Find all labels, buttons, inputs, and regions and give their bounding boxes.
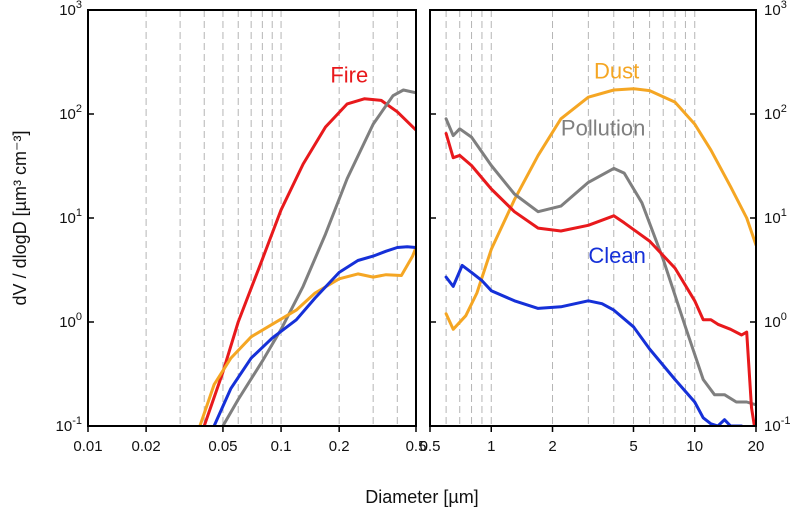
y-tick-label: 100 (59, 311, 82, 331)
y-tick-label: 103 (764, 0, 787, 19)
series-line-dust (444, 87, 756, 331)
left-labels: Fire (330, 63, 368, 88)
right-series (444, 87, 756, 426)
right-frame (429, 9, 757, 427)
x-tick-label: 0.02 (132, 438, 161, 455)
right-yticks: 10-1 100 101 102 103 (430, 0, 790, 435)
series-line-fire (202, 97, 416, 426)
y-tick-label: 100 (764, 311, 787, 331)
y-tick-label: 102 (764, 103, 787, 123)
series-label-fire: Fire (330, 63, 368, 88)
x-tick-label: 10 (686, 438, 703, 455)
series-line-pollution (444, 117, 756, 407)
left-grid (145, 10, 398, 426)
x-tick-label: 0.01 (73, 438, 102, 455)
y-tick-label: 101 (59, 207, 82, 227)
right-xticks: 0.5 1 2 5 10 20 (420, 426, 765, 455)
x-tick-label: 0.5 (420, 438, 441, 455)
y-tick-label: 101 (764, 207, 787, 227)
x-tick-label: 1 (487, 438, 495, 455)
y-tick-label: 103 (59, 0, 82, 19)
y-tick-label: 10-1 (764, 415, 790, 435)
left-xticks: 0.01 0.02 0.05 0.1 0.2 0.5 (73, 426, 426, 455)
x-tick-label: 20 (748, 438, 765, 455)
y-tick-label: 10-1 (56, 415, 82, 435)
series-line-clean (444, 263, 744, 426)
y-tick-label: 102 (59, 103, 82, 123)
x-tick-label: 0.05 (208, 438, 237, 455)
series-label-pollution: Pollution (561, 116, 645, 141)
x-tick-label: 0.5 (406, 438, 427, 455)
series-line-left-1 (221, 88, 416, 426)
series-line-left-3 (212, 245, 416, 426)
x-tick-label: 2 (548, 438, 556, 455)
right-labels: Dust Pollution Clean (561, 58, 646, 268)
y-axis-label: dV / dlogD [µm³ cm⁻³] (10, 131, 30, 306)
x-tick-label: 0.2 (329, 438, 350, 455)
x-axis-label: Diameter [µm] (365, 487, 478, 507)
left-series (198, 88, 416, 426)
series-label-dust: Dust (594, 58, 639, 83)
left-yticks: 10-1 100 101 102 103 (56, 0, 94, 435)
x-tick-label: 0.1 (271, 438, 292, 455)
series-label-clean: Clean (588, 243, 645, 268)
x-tick-label: 5 (629, 438, 637, 455)
right-grid (445, 10, 696, 426)
left-panel: Fire 0.01 0.02 0.05 0.1 0.2 0.5 10-1 100 101 102… (56, 0, 427, 455)
series-line-right-2 (444, 132, 756, 426)
right-panel: Dust Pollution Clean 0.5 1 2 5 10 20 10-1 100 101… (420, 0, 791, 455)
